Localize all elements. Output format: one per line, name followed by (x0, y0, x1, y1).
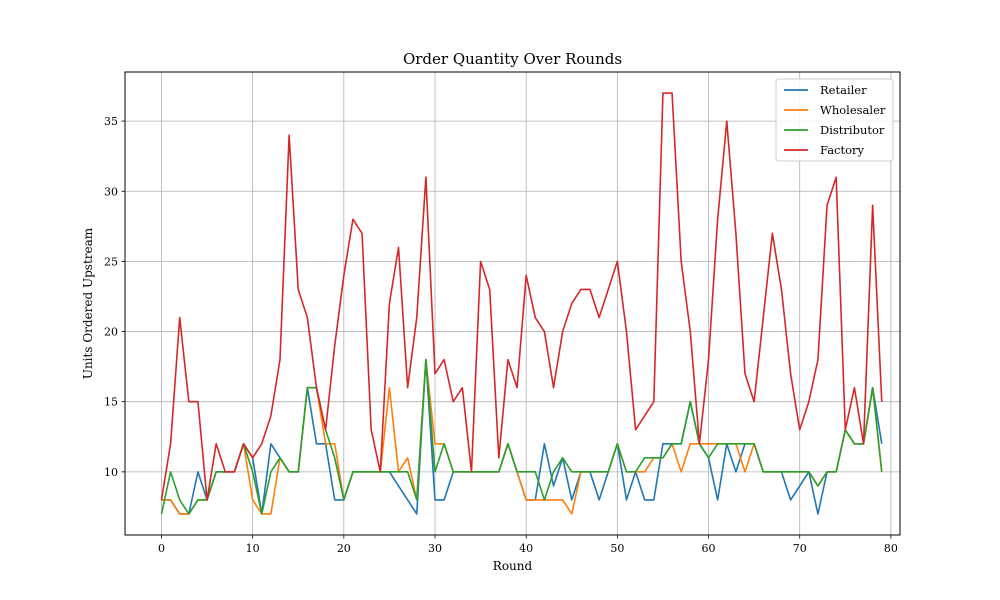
plot-frame (124, 71, 901, 536)
x-tick-label: 70 (793, 542, 807, 555)
y-tick-label: 10 (104, 466, 118, 479)
x-tick-label: 30 (428, 542, 442, 555)
chart-title: Order Quantity Over Rounds (403, 50, 622, 68)
y-tick-label: 15 (104, 396, 118, 409)
x-tick-label: 40 (519, 542, 533, 555)
legend: Retailer Wholesaler Distributor Factory (775, 78, 894, 162)
y-axis-label: Units Ordered Upstream (81, 227, 95, 379)
y-tick-label: 35 (104, 115, 118, 128)
x-tick-label: 60 (702, 542, 716, 555)
legend-label-retailer: Retailer (820, 83, 867, 97)
x-tick-label: 20 (337, 542, 351, 555)
series-lines (160, 92, 883, 515)
x-tick-label: 10 (246, 542, 260, 555)
legend-label-factory: Factory (820, 143, 865, 157)
y-tick-label: 25 (104, 255, 118, 268)
legend-label-wholesaler: Wholesaler (820, 103, 886, 117)
legend-label-distributor: Distributor (820, 123, 885, 137)
series-line-factory (160, 92, 883, 501)
x-axis-label: Round (493, 559, 533, 573)
x-tick-label: 0 (158, 542, 165, 555)
legend-box (775, 78, 894, 162)
y-tick-label: 20 (104, 326, 118, 339)
axis-ticks: 0 10 20 30 40 50 60 70 80 10 15 20 25 30 35 (104, 115, 898, 555)
y-tick-label: 30 (104, 185, 118, 198)
x-tick-label: 80 (884, 542, 898, 555)
series-line-distributor (160, 358, 883, 515)
x-tick-label: 50 (610, 542, 624, 555)
